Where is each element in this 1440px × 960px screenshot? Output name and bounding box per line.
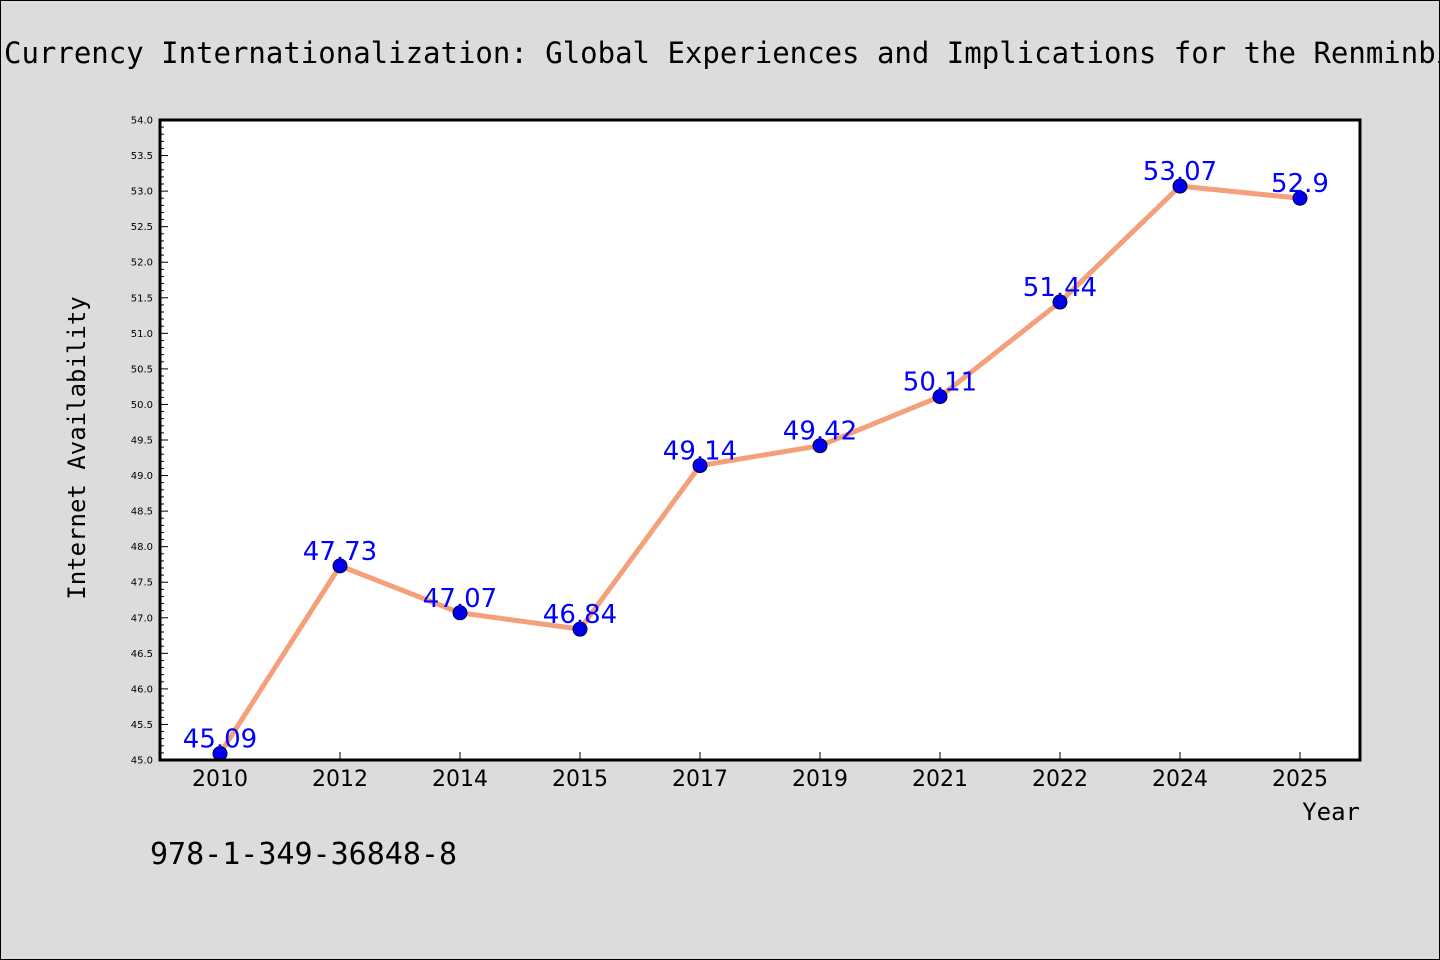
- data-point: [692, 458, 708, 474]
- data-point: [1292, 190, 1308, 206]
- data-label: 53.07: [1143, 157, 1217, 187]
- x-tick-label: 2021: [912, 767, 968, 792]
- x-tick-label: 2025: [1272, 767, 1328, 792]
- plot-area: [160, 120, 1360, 760]
- data-label: 47.73: [303, 537, 377, 567]
- data-label: 52.9: [1271, 169, 1329, 199]
- data-label: 47.07: [423, 584, 497, 614]
- data-point: [572, 621, 588, 637]
- data-point: [452, 605, 468, 621]
- data-label: 51.44: [1023, 273, 1097, 303]
- y-tick-label: 47.5: [131, 578, 153, 589]
- x-axis-label: Year: [1302, 798, 1360, 826]
- data-point: [932, 389, 948, 405]
- data-labels: 45.09 47.73 47.07 46.84 49.14 49.42 50.11 51.44…: [183, 157, 1329, 754]
- y-axis-label: Internet Availability: [63, 296, 91, 599]
- y-tick-label: 49.5: [131, 436, 153, 447]
- x-tick-label: 2022: [1032, 767, 1088, 792]
- y-tick-label: 46.5: [131, 649, 153, 660]
- data-label: 45.09: [183, 725, 257, 755]
- data-point: [812, 438, 828, 454]
- y-tick-label: 52.0: [131, 258, 153, 269]
- y-tick-label: 48.5: [131, 507, 153, 518]
- data-point: [1052, 294, 1068, 310]
- footnote-isbn: 978-1-349-36848-8: [150, 837, 457, 872]
- y-tick-label: 45.5: [131, 720, 153, 731]
- y-tick-label: 54.0: [131, 116, 153, 127]
- data-label: 50.11: [903, 368, 977, 398]
- series-line: [217, 183, 1303, 757]
- x-tick-label: 2015: [552, 767, 608, 792]
- y-tick-label: 48.0: [131, 542, 153, 553]
- y-tick-label: 50.0: [131, 400, 153, 411]
- data-label: 46.84: [543, 600, 617, 630]
- data-points: [212, 178, 1308, 762]
- y-tick-label: 49.0: [131, 471, 153, 482]
- y-tick-label: 53.0: [131, 187, 153, 198]
- x-tick-label: 2017: [672, 767, 728, 792]
- y-tick-label: 51.0: [131, 329, 153, 340]
- data-label: 49.42: [783, 417, 857, 447]
- y-tick-label: 46.0: [131, 684, 153, 695]
- x-tick-label: 2014: [432, 767, 488, 792]
- y-tick-label: 47.0: [131, 613, 153, 624]
- y-tick-label: 45.0: [131, 756, 153, 767]
- x-tick-label: 2010: [192, 767, 248, 792]
- chart-title: Currency Internationalization: Global Ex…: [4, 36, 1440, 70]
- x-tick-label: 2024: [1152, 767, 1208, 792]
- x-tick-label: 2019: [792, 767, 848, 792]
- y-tick-label: 51.5: [131, 293, 153, 304]
- y-tick-label: 53.5: [131, 151, 153, 162]
- plot-frame: [158, 118, 1362, 762]
- data-label: 49.14: [663, 437, 737, 467]
- y-tick-label: 52.5: [131, 222, 153, 233]
- y-tick-label: 50.5: [131, 364, 153, 375]
- data-point: [332, 558, 348, 574]
- x-tick-label: 2012: [312, 767, 368, 792]
- data-point: [1172, 178, 1188, 194]
